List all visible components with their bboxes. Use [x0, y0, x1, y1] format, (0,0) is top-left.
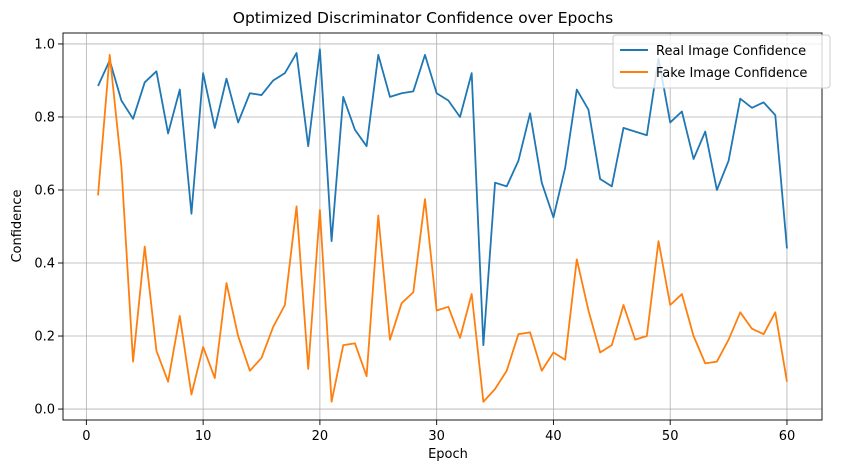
grid — [63, 33, 822, 420]
legend-label-real: Real Image Confidence — [656, 44, 806, 59]
series-lines — [97, 48, 788, 403]
y-axis-ticks: 0.0 0.2 0.4 0.6 0.8 1.0 — [34, 37, 63, 418]
legend-box — [612, 34, 831, 89]
series-line-real — [97, 48, 788, 347]
y-tick-label: 0.2 — [34, 330, 55, 345]
y-tick-label: 0.8 — [34, 110, 55, 125]
y-tick-label: 1.0 — [34, 37, 55, 52]
x-tick-label: 60 — [779, 429, 796, 444]
series-line-fake — [97, 54, 788, 403]
x-axis-ticks: 0 10 20 30 40 50 60 — [82, 420, 795, 444]
x-tick-label: 10 — [195, 429, 212, 444]
x-axis-label: Epoch — [428, 447, 468, 462]
y-tick-label: 0.4 — [34, 257, 55, 272]
legend: Real Image Confidence Fake Image Confide… — [612, 34, 831, 89]
chart-title: Optimized Discriminator Confidence over … — [233, 9, 613, 27]
axes — [62, 32, 823, 421]
x-tick-label: 40 — [545, 429, 562, 444]
y-axis-label: Confidence — [10, 189, 25, 262]
x-tick-label: 50 — [662, 429, 679, 444]
x-tick-label: 20 — [312, 429, 329, 444]
plot-frame — [62, 32, 823, 421]
x-tick-label: 30 — [428, 429, 445, 444]
y-tick-label: 0.6 — [34, 183, 55, 198]
legend-label-fake: Fake Image Confidence — [656, 66, 807, 81]
y-tick-label: 0.0 — [34, 403, 55, 418]
x-tick-label: 0 — [82, 429, 90, 444]
